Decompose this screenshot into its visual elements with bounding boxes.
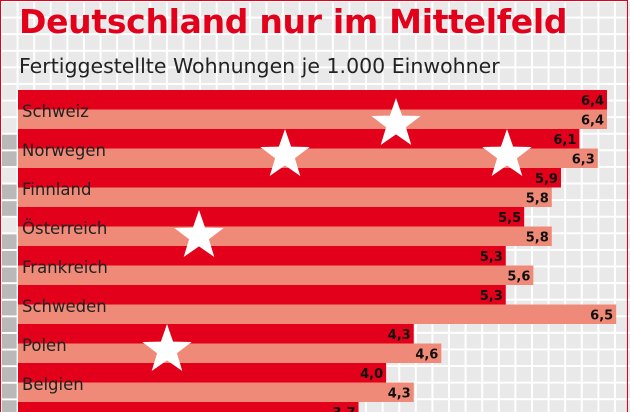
grid-block bbox=[2, 284, 17, 299]
bar bbox=[18, 324, 414, 344]
star-icon bbox=[174, 210, 224, 257]
data-label: 5,8 bbox=[526, 192, 549, 207]
bar bbox=[18, 207, 525, 227]
bar bbox=[18, 90, 607, 110]
bar bbox=[18, 246, 506, 266]
data-label: 5,6 bbox=[507, 270, 530, 285]
data-label: 4,3 bbox=[388, 328, 411, 343]
bar bbox=[18, 129, 580, 149]
grid-block bbox=[2, 367, 17, 382]
bar bbox=[18, 148, 598, 168]
grid-block bbox=[2, 267, 17, 283]
category-label: Schweden bbox=[22, 297, 107, 316]
data-label: 3,7 bbox=[332, 406, 355, 412]
grid-block bbox=[2, 251, 17, 266]
data-label: 5,5 bbox=[498, 211, 521, 226]
bar bbox=[18, 363, 387, 383]
data-label: 6,4 bbox=[581, 94, 604, 109]
chart-title: Deutschland nur im Mittelfeld bbox=[19, 2, 568, 41]
data-label: 5,9 bbox=[535, 172, 558, 187]
bar bbox=[18, 265, 534, 285]
bar bbox=[18, 304, 617, 324]
data-label: 6,5 bbox=[590, 309, 613, 324]
grid-block bbox=[2, 317, 17, 332]
data-label: 5,8 bbox=[526, 231, 549, 246]
category-label: Norwegen bbox=[22, 141, 106, 160]
grid-block bbox=[2, 334, 17, 349]
grid-block bbox=[2, 151, 17, 166]
bar bbox=[18, 402, 359, 412]
bar bbox=[18, 343, 442, 363]
grid-block bbox=[2, 201, 17, 216]
category-label: Schweiz bbox=[22, 102, 89, 121]
category-label: Finnland bbox=[22, 180, 91, 199]
data-label: 6,3 bbox=[572, 153, 595, 168]
data-label: 5,3 bbox=[480, 250, 503, 265]
data-label: 4,6 bbox=[415, 348, 438, 363]
data-label: 4,3 bbox=[388, 387, 411, 402]
star-icon bbox=[482, 129, 532, 176]
data-label: 6,4 bbox=[581, 114, 604, 129]
category-label: Frankreich bbox=[22, 258, 108, 277]
chart-subtitle: Fertiggestellte Wohnungen je 1.000 Einwo… bbox=[19, 54, 500, 78]
bar bbox=[18, 187, 552, 207]
star-icon bbox=[142, 324, 192, 371]
bar bbox=[18, 226, 552, 246]
data-label: 5,3 bbox=[480, 289, 503, 304]
bar bbox=[18, 382, 414, 402]
grid-block bbox=[2, 350, 17, 366]
bar bbox=[18, 285, 506, 305]
grid-block bbox=[2, 184, 17, 200]
grid-block bbox=[2, 134, 17, 150]
grid-block bbox=[2, 300, 17, 316]
category-label: Österreich bbox=[22, 219, 107, 238]
star-icon bbox=[260, 129, 310, 176]
star-icon bbox=[371, 98, 421, 145]
grid-block bbox=[2, 400, 17, 412]
category-label: Polen bbox=[22, 336, 67, 355]
data-label: 4,0 bbox=[360, 367, 383, 382]
bar bbox=[18, 109, 607, 129]
grid-block bbox=[2, 383, 17, 399]
data-label: 6,1 bbox=[553, 133, 576, 148]
grid-block bbox=[2, 234, 17, 249]
category-label: Belgien bbox=[22, 375, 84, 394]
bar bbox=[18, 168, 561, 188]
